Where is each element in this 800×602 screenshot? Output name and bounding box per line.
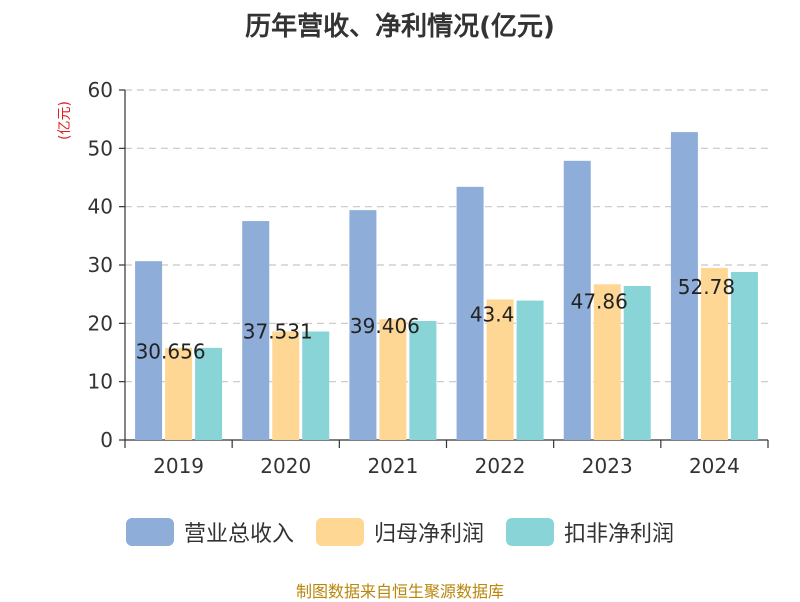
legend-item[interactable]: 扣非净利润 <box>506 516 674 548</box>
data-label: 39.406 <box>350 314 420 338</box>
bar <box>593 284 621 440</box>
y-tick-label: 20 <box>88 311 113 335</box>
legend-label: 归母净利润 <box>373 522 484 547</box>
bar <box>486 299 514 440</box>
bar <box>670 132 698 440</box>
data-label: 47.86 <box>571 289 628 313</box>
x-tick-label: 2024 <box>689 454 740 478</box>
chart-title: 历年营收、净利情况(亿元) <box>245 12 555 42</box>
bar <box>409 321 437 440</box>
y-tick-label: 30 <box>88 253 113 277</box>
bar <box>349 210 377 440</box>
data-label: 30.656 <box>136 340 206 364</box>
data-label: 37.531 <box>243 320 313 344</box>
bar <box>195 347 223 440</box>
bar <box>516 300 544 440</box>
bar <box>700 267 728 440</box>
bar <box>379 319 407 440</box>
legend-swatch <box>506 518 554 546</box>
data-label: 52.78 <box>678 275 735 299</box>
bar <box>456 186 484 440</box>
y-tick-label: 60 <box>88 78 113 102</box>
x-tick-label: 2022 <box>475 454 526 478</box>
y-tick-label: 0 <box>100 428 113 452</box>
y-tick-label: 40 <box>88 195 113 219</box>
x-tick-label: 2021 <box>367 454 418 478</box>
legend-label: 营业总收入 <box>183 522 294 547</box>
y-tick-label: 50 <box>88 136 113 160</box>
x-tick-label: 2020 <box>260 454 311 478</box>
legend-label: 扣非净利润 <box>564 522 675 547</box>
legend-swatch <box>125 518 174 546</box>
bar <box>623 286 651 440</box>
bar <box>272 331 300 440</box>
legend-item[interactable]: 营业总收入 <box>125 516 294 548</box>
bar <box>165 347 193 440</box>
data-source-note: 制图数据来自恒生聚源数据库 <box>295 582 504 601</box>
bar <box>135 261 163 440</box>
y-tick-label: 10 <box>88 370 113 394</box>
x-tick-label: 2023 <box>582 454 633 478</box>
chart-legend: 营业总收入 归母净利润 扣非净利润 <box>0 516 800 548</box>
data-label: 43.4 <box>470 302 515 326</box>
bar <box>242 221 270 440</box>
legend-swatch <box>315 518 364 546</box>
bar <box>302 331 330 440</box>
x-tick-label: 2019 <box>153 454 204 478</box>
legend-item[interactable]: 归母净利润 <box>315 516 484 548</box>
bar <box>730 272 758 440</box>
bar <box>563 160 591 441</box>
